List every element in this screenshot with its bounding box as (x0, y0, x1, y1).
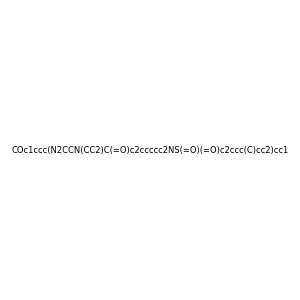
Text: COc1ccc(N2CCN(CC2)C(=O)c2ccccc2NS(=O)(=O)c2ccc(C)cc2)cc1: COc1ccc(N2CCN(CC2)C(=O)c2ccccc2NS(=O)(=O… (11, 146, 289, 154)
